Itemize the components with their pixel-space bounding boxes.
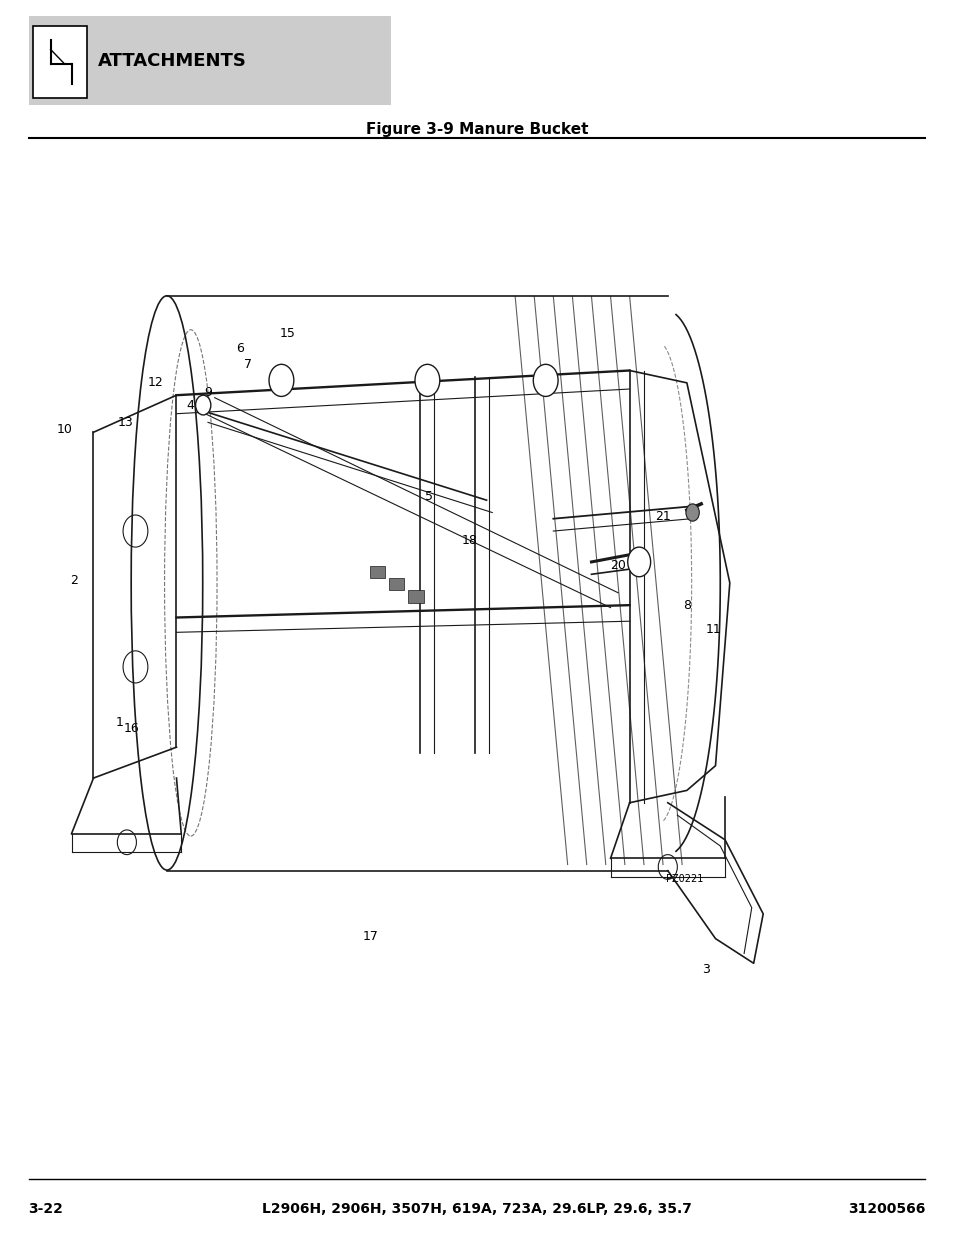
Bar xyxy=(408,590,423,603)
Text: 20: 20 xyxy=(610,559,625,572)
Bar xyxy=(370,566,385,578)
Text: 5: 5 xyxy=(425,490,433,503)
Text: 13: 13 xyxy=(118,416,133,429)
Text: 15: 15 xyxy=(280,327,295,340)
Text: 18: 18 xyxy=(461,535,476,547)
Text: 3: 3 xyxy=(701,963,709,976)
FancyBboxPatch shape xyxy=(29,16,391,105)
Text: 17: 17 xyxy=(362,930,377,942)
Text: 7: 7 xyxy=(244,358,252,370)
Text: 3-22: 3-22 xyxy=(29,1202,64,1215)
Text: 8: 8 xyxy=(682,599,690,611)
Text: 11: 11 xyxy=(705,624,720,636)
FancyBboxPatch shape xyxy=(33,26,87,98)
Bar xyxy=(389,578,404,590)
Text: 1: 1 xyxy=(115,716,123,729)
Text: L2906H, 2906H, 3507H, 619A, 723A, 29.6LP, 29.6, 35.7: L2906H, 2906H, 3507H, 619A, 723A, 29.6LP… xyxy=(262,1202,691,1215)
Circle shape xyxy=(685,504,699,521)
Text: 19: 19 xyxy=(537,379,553,391)
Circle shape xyxy=(195,395,211,415)
Text: 10: 10 xyxy=(57,424,72,436)
Text: 31200566: 31200566 xyxy=(847,1202,924,1215)
Text: 2: 2 xyxy=(71,574,78,587)
Text: ATTACHMENTS: ATTACHMENTS xyxy=(98,52,247,69)
Text: 9: 9 xyxy=(204,387,212,399)
Text: 4: 4 xyxy=(187,399,194,411)
Circle shape xyxy=(627,547,650,577)
Circle shape xyxy=(533,364,558,396)
Text: PZ0221: PZ0221 xyxy=(665,874,703,884)
Text: 6: 6 xyxy=(236,342,244,354)
Circle shape xyxy=(415,364,439,396)
Text: 21: 21 xyxy=(655,510,670,522)
Text: 12: 12 xyxy=(148,377,163,389)
Text: 16: 16 xyxy=(124,722,139,735)
Circle shape xyxy=(269,364,294,396)
Text: Figure 3-9 Manure Bucket: Figure 3-9 Manure Bucket xyxy=(365,122,588,137)
